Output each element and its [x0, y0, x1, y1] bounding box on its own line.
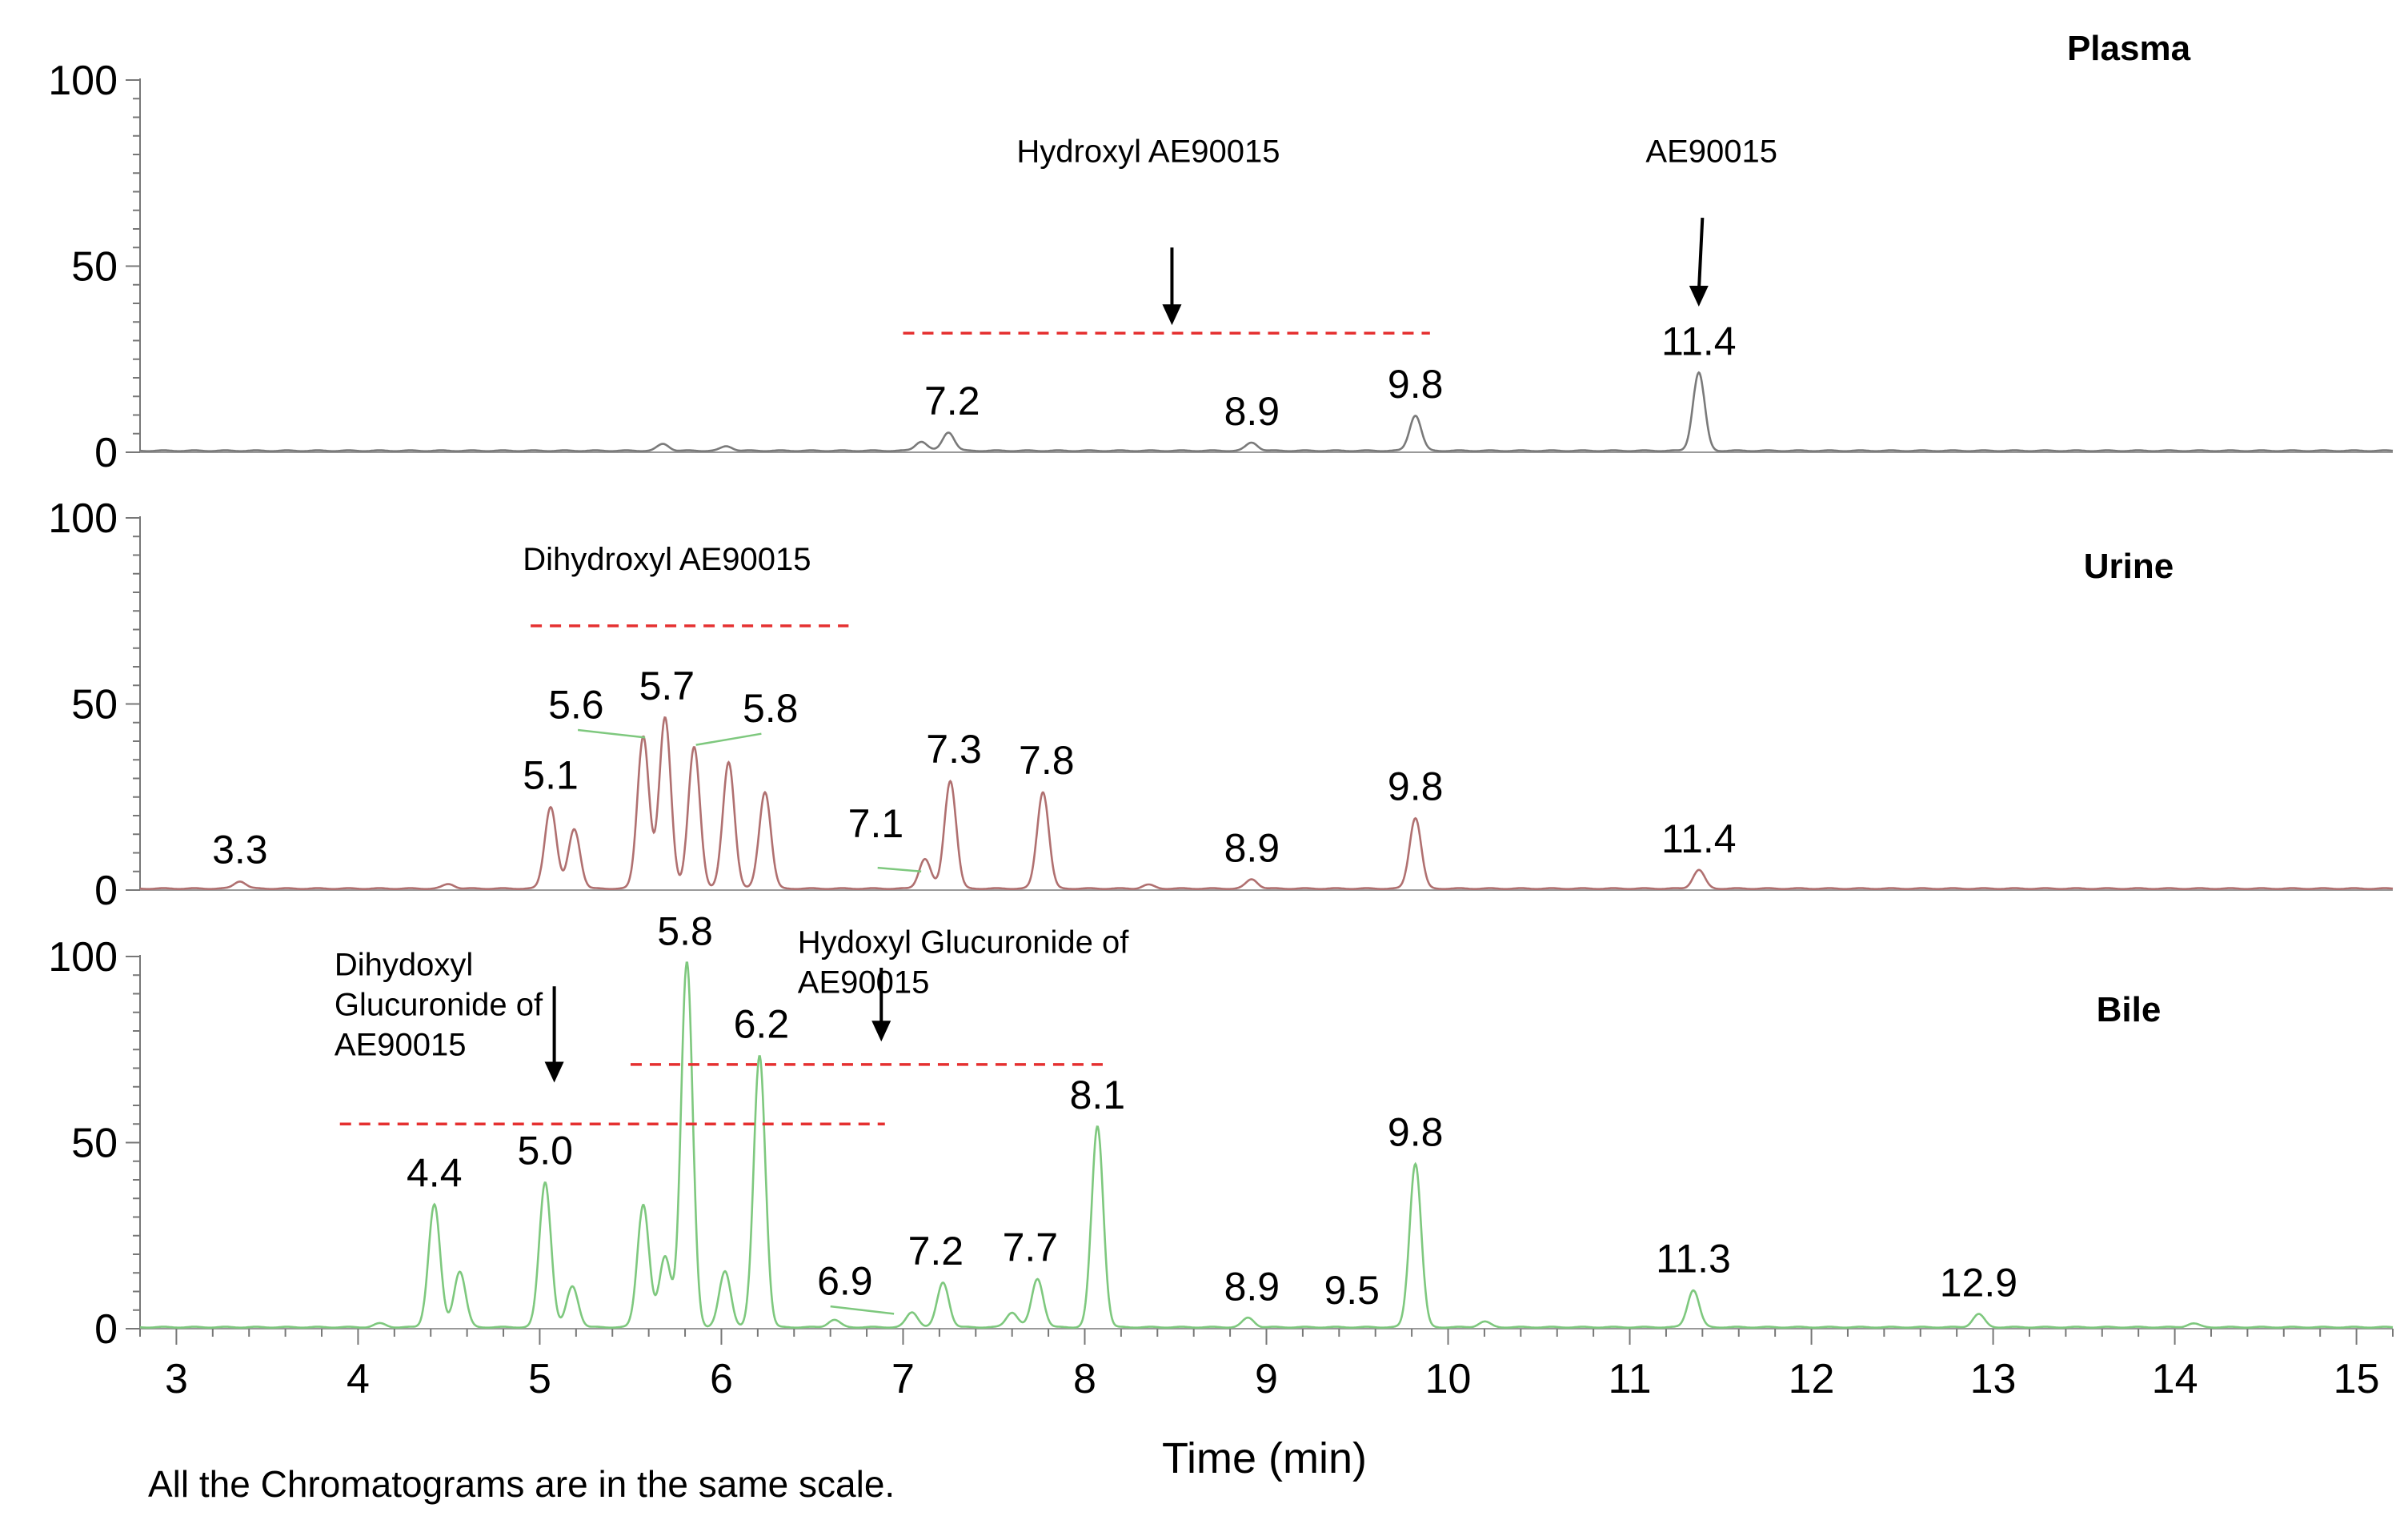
bile-peak-label: 9.5	[1324, 1268, 1380, 1313]
bile-peak-label: 6.2	[734, 1002, 790, 1047]
footnote: All the Chromatograms are in the same sc…	[148, 1463, 895, 1505]
x-tick-label: 13	[1970, 1356, 2017, 1402]
plasma-peak-label: 11.4	[1661, 319, 1737, 363]
plasma-peak-label: 7.2	[924, 379, 980, 423]
urine-leader-line	[695, 732, 762, 746]
x-tick-label: 5	[528, 1356, 551, 1402]
urine-y-tick-label: 0	[94, 868, 118, 914]
urine-peak-label: 7.8	[1019, 738, 1075, 783]
bile-y-tick-label: 50	[71, 1121, 118, 1167]
x-tick-label: 8	[1073, 1356, 1096, 1402]
x-tick-label: 12	[1789, 1356, 1835, 1402]
x-tick-label: 15	[2334, 1356, 2380, 1402]
bile-arrow-head	[871, 1021, 891, 1042]
plasma-annotation-text: Hydroxyl AE90015	[1016, 134, 1280, 169]
chromatogram-panels: 0 50 100 Plasma 7.2 8.9 9.8 11.4 Hydroxyl AE9001…	[48, 29, 2394, 1353]
urine-peak-label: 9.8	[1388, 764, 1444, 809]
urine-peak-label: 5.1	[523, 753, 579, 798]
x-tick-label: 11	[1609, 1356, 1652, 1402]
urine-peak-label: 8.9	[1224, 825, 1280, 870]
urine-panel: 0 50 100 Urine 3.3 5.1 5.6 5.7 5.8 7.1 7.3 7.8 8.9 9.…	[48, 495, 2394, 914]
x-tick-label: 14	[2152, 1356, 2198, 1402]
urine-trace-line	[139, 716, 2394, 890]
plasma-y-tick-label: 0	[94, 430, 118, 476]
urine-leader-line	[877, 866, 922, 872]
plasma-arrow-head	[1689, 286, 1709, 307]
urine-peak-label: 5.8	[743, 686, 799, 731]
x-tick-label: 6	[710, 1356, 733, 1402]
plasma-annotation-text: AE90015	[1645, 134, 1777, 169]
urine-leader-line	[577, 728, 646, 739]
bile-panel: 0 50 100 Bile 4.4 5.0 5.8 6.2 6.9 7.2 7.7 8.1 8.9 9.5…	[48, 908, 2394, 1353]
bile-peak-label: 12.9	[1940, 1261, 2017, 1305]
bile-leader-line	[830, 1305, 895, 1315]
x-tick-label: 3	[165, 1356, 188, 1402]
x-tick-label: 4	[347, 1356, 370, 1402]
x-axis: 3 4 5 6 7 8 9 10 11 12 13 14 15	[139, 1329, 2394, 1402]
bile-peak-label: 8.1	[1070, 1073, 1126, 1117]
bile-peak-label: 8.9	[1224, 1264, 1280, 1309]
urine-y-tick-label: 50	[71, 682, 118, 728]
urine-y-tick-label: 100	[48, 495, 118, 542]
bile-peak-label: 6.9	[817, 1258, 873, 1303]
bile-panel-title: Bile	[2097, 990, 2162, 1029]
urine-annotation-text: Dihydroxyl AE90015	[523, 542, 811, 577]
plasma-panel: 0 50 100 Plasma 7.2 8.9 9.8 11.4 Hydroxyl AE9001…	[48, 29, 2394, 476]
bile-peak-label: 5.0	[517, 1129, 573, 1173]
bile-peak-label: 9.8	[1388, 1109, 1444, 1154]
urine-peak-label: 7.3	[926, 727, 982, 772]
bile-peak-label: 7.2	[908, 1229, 964, 1273]
bile-peak-label: 5.8	[657, 908, 713, 953]
x-tick-label: 7	[891, 1356, 915, 1402]
urine-peak-label: 11.4	[1661, 816, 1737, 861]
plasma-panel-title: Plasma	[2067, 29, 2191, 68]
bile-arrow-head	[544, 1061, 564, 1083]
urine-peak-label: 7.1	[848, 801, 904, 846]
bile-annotation-text: AE90015	[798, 965, 930, 1000]
x-axis-label: Time (min)	[1162, 1434, 1367, 1482]
bile-peak-label: 7.7	[1003, 1225, 1059, 1270]
bile-annotation-text: Dihydoxyl	[335, 947, 473, 982]
plasma-peak-label: 8.9	[1224, 389, 1280, 434]
bile-trace-line	[139, 961, 2394, 1329]
urine-peak-label: 3.3	[212, 828, 268, 872]
bile-y-tick-label: 100	[48, 934, 118, 981]
urine-peak-label: 5.7	[639, 664, 695, 708]
bile-y-tick-label: 0	[94, 1306, 118, 1353]
bile-peak-label: 4.4	[407, 1151, 463, 1196]
bile-annotation-text: Hydoxyl Glucuronide of	[798, 924, 1129, 960]
plasma-y-tick-label: 50	[71, 244, 118, 291]
plasma-peak-label: 9.8	[1388, 362, 1444, 407]
plasma-y-tick-label: 100	[48, 58, 118, 104]
bile-peak-label: 11.3	[1656, 1237, 1731, 1281]
bile-annotation-text: AE90015	[335, 1027, 467, 1062]
x-tick-label: 10	[1425, 1356, 1472, 1402]
x-tick-label: 9	[1255, 1356, 1278, 1402]
bile-annotation-text: Glucuronide of	[335, 987, 543, 1022]
plasma-arrow-head	[1162, 304, 1182, 326]
urine-peak-label: 5.6	[548, 682, 604, 727]
plasma-trace-line	[139, 371, 2394, 452]
plasma-annotation-arrow	[1697, 217, 1705, 293]
urine-panel-title: Urine	[2084, 547, 2174, 586]
